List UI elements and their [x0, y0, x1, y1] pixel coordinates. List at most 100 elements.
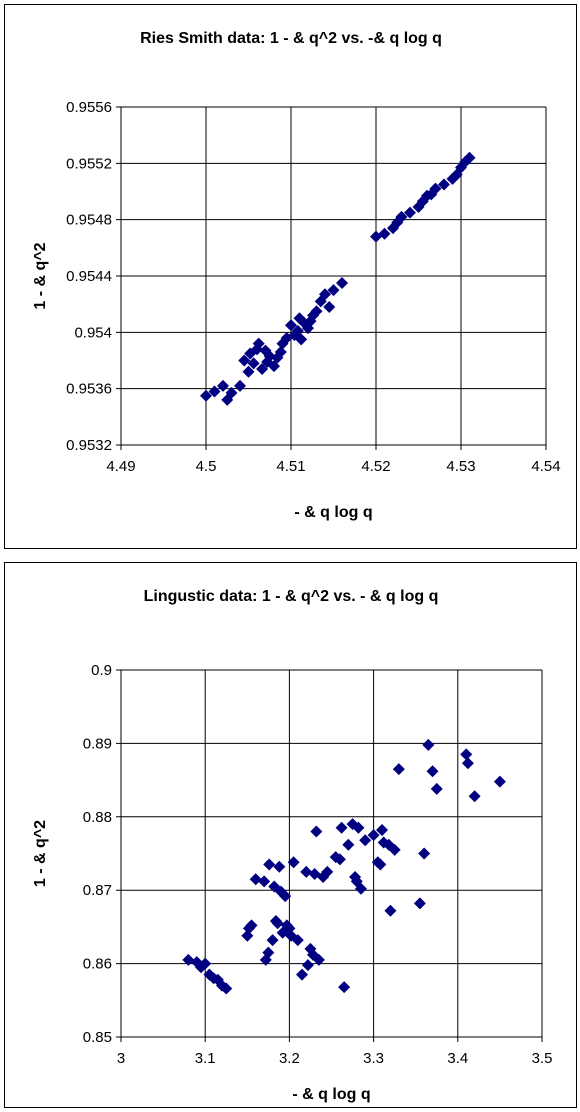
plot-area: 4.49 4.5 4.51 4.52 4.53 4.54 0.9532 0.9536 0.954… — [66, 99, 560, 475]
data-point — [426, 765, 439, 778]
y-tick-label: 0.9552 — [66, 155, 112, 172]
data-point — [321, 865, 334, 878]
data-point — [395, 210, 408, 223]
y-tick-label: 0.87 — [83, 882, 112, 899]
data-point — [336, 277, 348, 290]
data-point — [208, 385, 221, 398]
data-point — [242, 365, 255, 378]
x-tick-label: 3 — [117, 1050, 125, 1067]
data-point — [220, 982, 233, 995]
data-point — [335, 821, 348, 834]
data-point — [310, 825, 323, 838]
data-point — [430, 782, 443, 795]
y-tick-label: 0.9536 — [66, 381, 112, 398]
data-point — [349, 870, 362, 883]
y-tick-label: 0.86 — [83, 956, 112, 973]
data-point — [404, 206, 416, 219]
data-point — [271, 917, 284, 930]
data-point — [468, 790, 481, 803]
data-point — [329, 851, 342, 864]
chart-ries-smith: Ries Smith data: 1 - & q^2 vs. -& q log … — [4, 4, 577, 549]
chart-linguistic: Lingustic data: 1 - & q^2 vs. - & q log … — [4, 562, 577, 1108]
data-point — [323, 300, 336, 313]
data-point — [463, 151, 476, 164]
x-tick-label: 4.51 — [276, 458, 305, 475]
x-tick-label: 4.52 — [361, 458, 390, 475]
data-point — [493, 775, 506, 788]
data-point — [460, 748, 473, 761]
y-tick-label: 0.954 — [74, 324, 112, 341]
y-tick-label: 0.9544 — [66, 268, 112, 285]
data-point — [352, 821, 365, 834]
data-point — [199, 957, 212, 970]
y-tick-label: 0.9556 — [66, 99, 112, 116]
data-point — [413, 897, 426, 910]
data-point — [342, 838, 355, 851]
y-tick-label: 0.9532 — [66, 437, 112, 454]
y-tick-label: 0.85 — [83, 1029, 112, 1046]
data-point — [287, 856, 300, 869]
data-point — [304, 942, 317, 955]
y-tick-label: 0.9548 — [66, 212, 112, 229]
x-axis-title: - & q log q — [292, 1086, 370, 1103]
data-point — [252, 337, 265, 350]
data-point — [274, 346, 287, 359]
data-point — [388, 843, 401, 856]
x-tick-label: 4.53 — [446, 458, 475, 475]
x-tick-label: 3.2 — [279, 1050, 300, 1067]
data-point — [295, 333, 308, 346]
y-axis-title: 1 - & q^2 — [32, 820, 49, 887]
data-point — [333, 853, 346, 866]
data-point — [285, 319, 297, 332]
chart-ries-smith-svg: Ries Smith data: 1 - & q^2 vs. -& q log … — [32, 30, 561, 521]
data-point — [382, 838, 395, 851]
data-point — [291, 934, 304, 947]
data-point — [319, 288, 331, 301]
x-tick-label: 4.5 — [196, 458, 217, 475]
x-tick-label: 3.1 — [195, 1050, 216, 1067]
data-point — [354, 882, 367, 895]
data-point — [300, 865, 313, 878]
data-point — [266, 934, 279, 947]
data-point — [367, 829, 380, 842]
data-point — [359, 834, 372, 847]
x-tick-label: 4.54 — [531, 458, 560, 475]
chart-linguistic-svg: Lingustic data: 1 - & q^2 vs. - & q log … — [32, 588, 553, 1103]
x-tick-label: 3.3 — [363, 1050, 384, 1067]
data-point — [249, 873, 262, 886]
data-point — [238, 354, 251, 367]
chart-title: Lingustic data: 1 - & q^2 vs. - & q log … — [144, 588, 439, 605]
data-point — [279, 890, 292, 903]
x-tick-label: 3.5 — [532, 1050, 553, 1067]
data-point — [182, 953, 195, 966]
data-point — [422, 738, 435, 751]
data-point — [273, 860, 286, 873]
data-point — [374, 858, 387, 871]
data-point — [247, 357, 260, 370]
x-axis-title: - & q log q — [294, 504, 372, 521]
data-point — [217, 379, 229, 392]
data-point — [429, 182, 442, 195]
data-point — [312, 953, 325, 966]
data-point — [283, 922, 296, 935]
data-point — [378, 227, 391, 240]
data-point — [418, 847, 431, 860]
data-point — [244, 347, 257, 360]
y-tick-label: 0.89 — [83, 735, 112, 752]
data-point — [268, 880, 281, 893]
chart-title: Ries Smith data: 1 - & q^2 vs. -& q log … — [140, 30, 442, 47]
y-tick-label: 0.9 — [91, 662, 112, 679]
data-point — [296, 968, 309, 981]
data-point — [438, 178, 450, 191]
data-point — [262, 946, 275, 959]
data-point — [225, 386, 238, 399]
data-point — [461, 757, 474, 770]
data-point — [392, 763, 405, 776]
y-tick-label: 0.88 — [83, 809, 112, 826]
plot-area: 3 3.1 3.2 3.3 3.4 3.5 0.85 0.86 0.87 0.88 0.89 0.9 — [83, 662, 553, 1067]
data-point — [263, 858, 276, 871]
data-point — [200, 389, 212, 402]
data-point — [384, 904, 397, 917]
data-point — [256, 362, 269, 375]
x-tick-label: 4.49 — [106, 458, 135, 475]
